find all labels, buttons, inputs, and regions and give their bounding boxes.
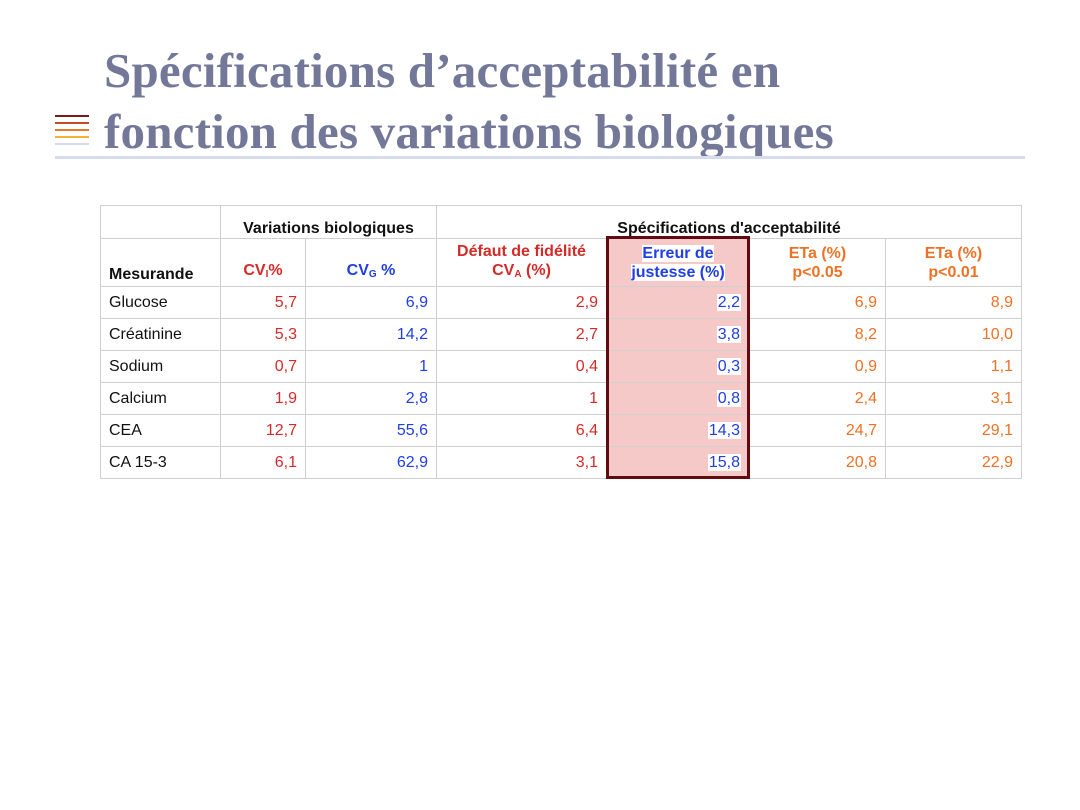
- cell-cva: 2,9: [436, 286, 607, 319]
- row-mesurande: CEA: [100, 414, 221, 447]
- cell-cvg: 55,6: [305, 414, 437, 447]
- group-header-acceptability: Spécifications d'acceptabilité: [436, 205, 1022, 239]
- deco-line: [55, 129, 89, 131]
- bias-value: 2,2: [716, 293, 741, 311]
- column-header-mesurande: Mesurande: [100, 238, 221, 287]
- deco-line: [55, 122, 89, 124]
- cell-eta-p05: 0,9: [749, 350, 886, 383]
- cell-eta-p01: 10,0: [885, 318, 1022, 351]
- column-header-cvg: CVG %: [305, 238, 437, 287]
- bias-header-line2: justesse (%): [631, 263, 725, 281]
- group-header-row: Variations biologiques Spécifications d'…: [100, 205, 1022, 239]
- cell-eta-p01: 1,1: [885, 350, 1022, 383]
- eta05-header-line2: p<0.05: [792, 263, 843, 281]
- row-mesurande: Calcium: [100, 382, 221, 415]
- group-header-biological: Variations biologiques: [220, 205, 437, 239]
- cell-eta-p01: 8,9: [885, 286, 1022, 319]
- cell-cvi: 5,3: [220, 318, 306, 351]
- cell-eta-p01: 3,1: [885, 382, 1022, 415]
- column-header-row: Mesurande CVI% CVG % Défaut de fidélité …: [100, 238, 1022, 287]
- cvg-subscript: G: [368, 269, 377, 280]
- row-mesurande: Sodium: [100, 350, 221, 383]
- fidelity-header-line1: Défaut de fidélité: [457, 242, 586, 260]
- cell-cvi: 0,7: [220, 350, 306, 383]
- bias-value: 14,3: [707, 421, 741, 439]
- cell-cva: 0,4: [436, 350, 607, 383]
- eta05-header-line1: ETa (%): [788, 244, 847, 262]
- table-row: Glucose 5,7 6,9 2,9 2,2 6,9 8,9: [100, 286, 1022, 319]
- cell-bias: 2,2: [606, 286, 750, 319]
- cvi-subscript: I: [265, 269, 269, 280]
- cell-eta-p05: 24,7: [749, 414, 886, 447]
- column-header-eta-p01: ETa (%) p<0.01: [885, 238, 1022, 287]
- title-underline-rule: [55, 156, 1025, 159]
- cell-cvi: 12,7: [220, 414, 306, 447]
- title-bullet-lines-icon: [55, 115, 89, 150]
- row-mesurande: CA 15-3: [100, 446, 221, 479]
- cell-cvg: 2,8: [305, 382, 437, 415]
- cell-cva: 1: [436, 382, 607, 415]
- deco-line: [55, 143, 89, 145]
- acceptability-specifications-table: Variations biologiques Spécifications d'…: [100, 205, 1022, 479]
- cell-cvi: 5,7: [220, 286, 306, 319]
- cvi-main: CV: [243, 262, 266, 279]
- cell-cvg: 14,2: [305, 318, 437, 351]
- column-header-bias: Erreur de justesse (%): [606, 238, 750, 287]
- fidelity-subscript: A: [514, 268, 522, 280]
- table-row: CA 15-3 6,1 62,9 3,1 15,8 20,8 22,9: [100, 446, 1022, 479]
- cell-eta-p05: 20,8: [749, 446, 886, 479]
- table-row: Sodium 0,7 1 0,4 0,3 0,9 1,1: [100, 350, 1022, 383]
- deco-line: [55, 115, 89, 117]
- cell-cvi: 6,1: [220, 446, 306, 479]
- cell-eta-p05: 8,2: [749, 318, 886, 351]
- cell-bias: 0,3: [606, 350, 750, 383]
- eta01-header-line1: ETa (%): [924, 244, 983, 262]
- cell-cvi: 1,9: [220, 382, 306, 415]
- cell-bias: 3,8: [606, 318, 750, 351]
- column-header-fidelity: Défaut de fidélité CVA (%): [436, 238, 607, 287]
- fidelity-cv: CV: [492, 261, 515, 279]
- fidelity-suffix: (%): [521, 261, 551, 279]
- bias-value: 15,8: [707, 453, 741, 471]
- slide-title-line-2: fonction des variations biologiques: [104, 104, 834, 159]
- cvi-suffix: %: [268, 262, 283, 279]
- cell-eta-p01: 29,1: [885, 414, 1022, 447]
- row-mesurande: Glucose: [100, 286, 221, 319]
- table-row: Créatinine 5,3 14,2 2,7 3,8 8,2 10,0: [100, 318, 1022, 351]
- bias-header-line1: Erreur de: [642, 244, 714, 262]
- cell-eta-p05: 2,4: [749, 382, 886, 415]
- column-header-eta-p05: ETa (%) p<0.05: [749, 238, 886, 287]
- cell-eta-p05: 6,9: [749, 286, 886, 319]
- column-header-cvi: CVI%: [220, 238, 306, 287]
- bias-value: 0,8: [716, 389, 741, 407]
- cell-cvg: 62,9: [305, 446, 437, 479]
- cell-bias: 15,8: [606, 446, 750, 479]
- header-empty-cell: [100, 205, 221, 239]
- cvg-suffix: %: [376, 262, 396, 279]
- row-mesurande: Créatinine: [100, 318, 221, 351]
- deco-line: [55, 136, 89, 138]
- table-row: Calcium 1,9 2,8 1 0,8 2,4 3,1: [100, 382, 1022, 415]
- bias-value: 3,8: [716, 325, 741, 343]
- cell-cva: 2,7: [436, 318, 607, 351]
- cvg-main: CV: [346, 262, 369, 279]
- eta01-header-line2: p<0.01: [928, 263, 979, 281]
- cell-cva: 6,4: [436, 414, 607, 447]
- cell-bias: 0,8: [606, 382, 750, 415]
- cell-cvg: 1: [305, 350, 437, 383]
- bias-value: 0,3: [716, 357, 741, 375]
- slide-title-line-1: Spécifications d’acceptabilité en: [104, 43, 781, 98]
- cell-bias: 14,3: [606, 414, 750, 447]
- cell-cva: 3,1: [436, 446, 607, 479]
- table-row: CEA 12,7 55,6 6,4 14,3 24,7 29,1: [100, 414, 1022, 447]
- cell-eta-p01: 22,9: [885, 446, 1022, 479]
- fidelity-header-line2: CVA (%): [445, 261, 598, 284]
- slide-title: Spécifications d’acceptabilité en foncti…: [104, 40, 1064, 162]
- cell-cvg: 6,9: [305, 286, 437, 319]
